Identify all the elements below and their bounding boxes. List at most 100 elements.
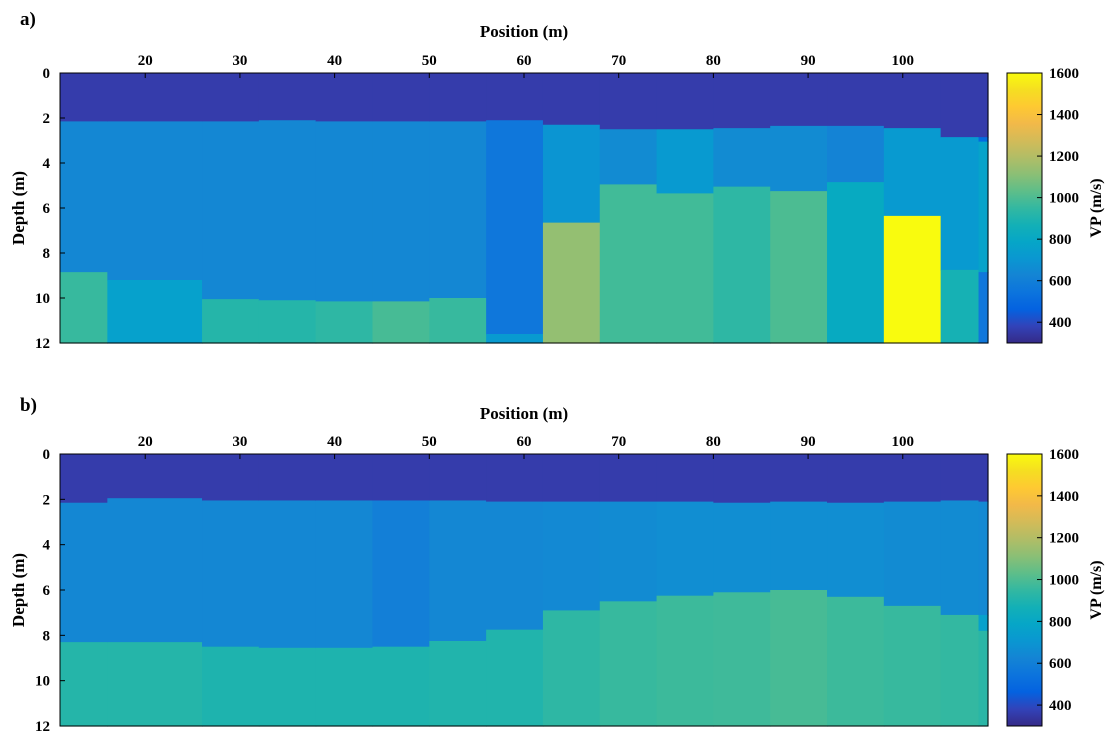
x-tick-label: 100 [892, 434, 915, 450]
velocity-cell [60, 272, 108, 344]
y-tick-label: 10 [35, 674, 50, 690]
x-tick-label: 40 [327, 53, 342, 69]
velocity-cell [372, 301, 430, 344]
velocity-cell [60, 73, 108, 122]
x-tick-label: 20 [138, 53, 153, 69]
velocity-cell [656, 193, 714, 344]
y-tick-label: 12 [35, 336, 50, 352]
x-tick-label: 30 [232, 53, 247, 69]
velocity-cell [827, 125, 885, 183]
velocity-cell [978, 454, 989, 503]
velocity-cell [202, 299, 260, 344]
velocity-cell [656, 454, 714, 503]
velocity-cell [940, 137, 980, 271]
velocity-cell [827, 596, 885, 727]
colorbar-tick-label: 1600 [1049, 66, 1079, 82]
velocity-cell [599, 129, 658, 185]
velocity-cell [883, 128, 942, 217]
y-tick-label: 6 [43, 201, 51, 217]
velocity-cell [60, 121, 108, 273]
velocity-cell [599, 501, 658, 602]
velocity-cell [372, 121, 430, 302]
velocity-cell [883, 454, 942, 503]
velocity-cell [827, 73, 885, 127]
velocity-cell [770, 125, 828, 192]
velocity-cell [713, 454, 771, 504]
velocity-cell [486, 73, 544, 121]
velocity-cell [656, 501, 714, 597]
colorbar-label: VP (m/s) [1088, 560, 1105, 619]
y-tick-label: 8 [43, 628, 51, 644]
panel-label: a) [20, 9, 36, 30]
velocity-cell [940, 500, 980, 616]
x-tick-label: 60 [517, 53, 532, 69]
velocity-cell [486, 334, 544, 344]
colorbar-tick-label: 800 [1049, 614, 1072, 630]
colorbar-tick-label: 800 [1049, 232, 1072, 248]
velocity-cell [940, 614, 980, 727]
velocity-cell [978, 141, 989, 273]
velocity-cell [60, 454, 108, 504]
velocity-cell [883, 215, 942, 344]
velocity-cell [770, 590, 828, 727]
velocity-cell [107, 498, 203, 643]
velocity-cell [978, 272, 989, 344]
velocity-cell [542, 610, 601, 727]
velocity-cell [599, 601, 658, 727]
y-tick-label: 10 [35, 291, 50, 307]
velocity-cell [372, 454, 430, 502]
velocity-cell [713, 186, 771, 344]
colorbar-tick-label: 600 [1049, 274, 1072, 290]
velocity-cell [202, 121, 260, 300]
y-tick-label: 6 [43, 583, 51, 599]
velocity-cell [429, 500, 487, 642]
velocity-cell [107, 121, 203, 281]
colorbar-label: VP (m/s) [1088, 178, 1105, 237]
velocity-cell [315, 647, 374, 727]
panel-label: b) [20, 395, 37, 416]
x-axis-label: Position (m) [480, 22, 568, 41]
velocity-cell [542, 124, 601, 224]
velocity-cell [599, 73, 658, 130]
velocity-cell [542, 454, 601, 503]
x-tick-label: 80 [706, 434, 721, 450]
x-tick-label: 100 [892, 53, 915, 69]
velocity-cell [770, 191, 828, 344]
velocity-cell [827, 182, 885, 344]
velocity-cell [60, 502, 108, 643]
colorbar [1006, 453, 1043, 727]
velocity-cell [486, 629, 544, 727]
x-tick-label: 70 [611, 53, 626, 69]
x-tick-label: 90 [801, 434, 816, 450]
x-axis-label: Position (m) [480, 404, 568, 423]
velocity-cell [940, 269, 980, 344]
velocity-cell [656, 73, 714, 130]
x-tick-label: 50 [422, 434, 437, 450]
velocity-cell [770, 73, 828, 127]
colorbar-tick-label: 600 [1049, 656, 1072, 672]
velocity-cell [599, 454, 658, 503]
velocity-cell [940, 73, 980, 138]
x-tick-label: 60 [517, 434, 532, 450]
colorbar-tick-label: 1200 [1049, 149, 1079, 165]
velocity-cell [258, 300, 317, 344]
x-tick-label: 50 [422, 53, 437, 69]
velocity-cell [107, 280, 203, 344]
colorbar-tick-label: 1400 [1049, 108, 1079, 124]
colorbar-tick-label: 1000 [1049, 573, 1079, 589]
velocity-cell [429, 73, 487, 122]
velocity-cell [107, 73, 203, 122]
x-tick-label: 70 [611, 434, 626, 450]
velocity-cell [372, 73, 430, 122]
y-tick-label: 4 [43, 538, 51, 554]
velocity-cell [372, 500, 430, 648]
velocity-cell [429, 454, 487, 502]
velocity-cell [770, 501, 828, 591]
y-tick-label: 0 [43, 66, 51, 82]
colorbar-tick-label: 1000 [1049, 191, 1079, 207]
velocity-cell [940, 454, 980, 502]
velocity-cell [713, 502, 771, 593]
velocity-cell [542, 222, 601, 344]
